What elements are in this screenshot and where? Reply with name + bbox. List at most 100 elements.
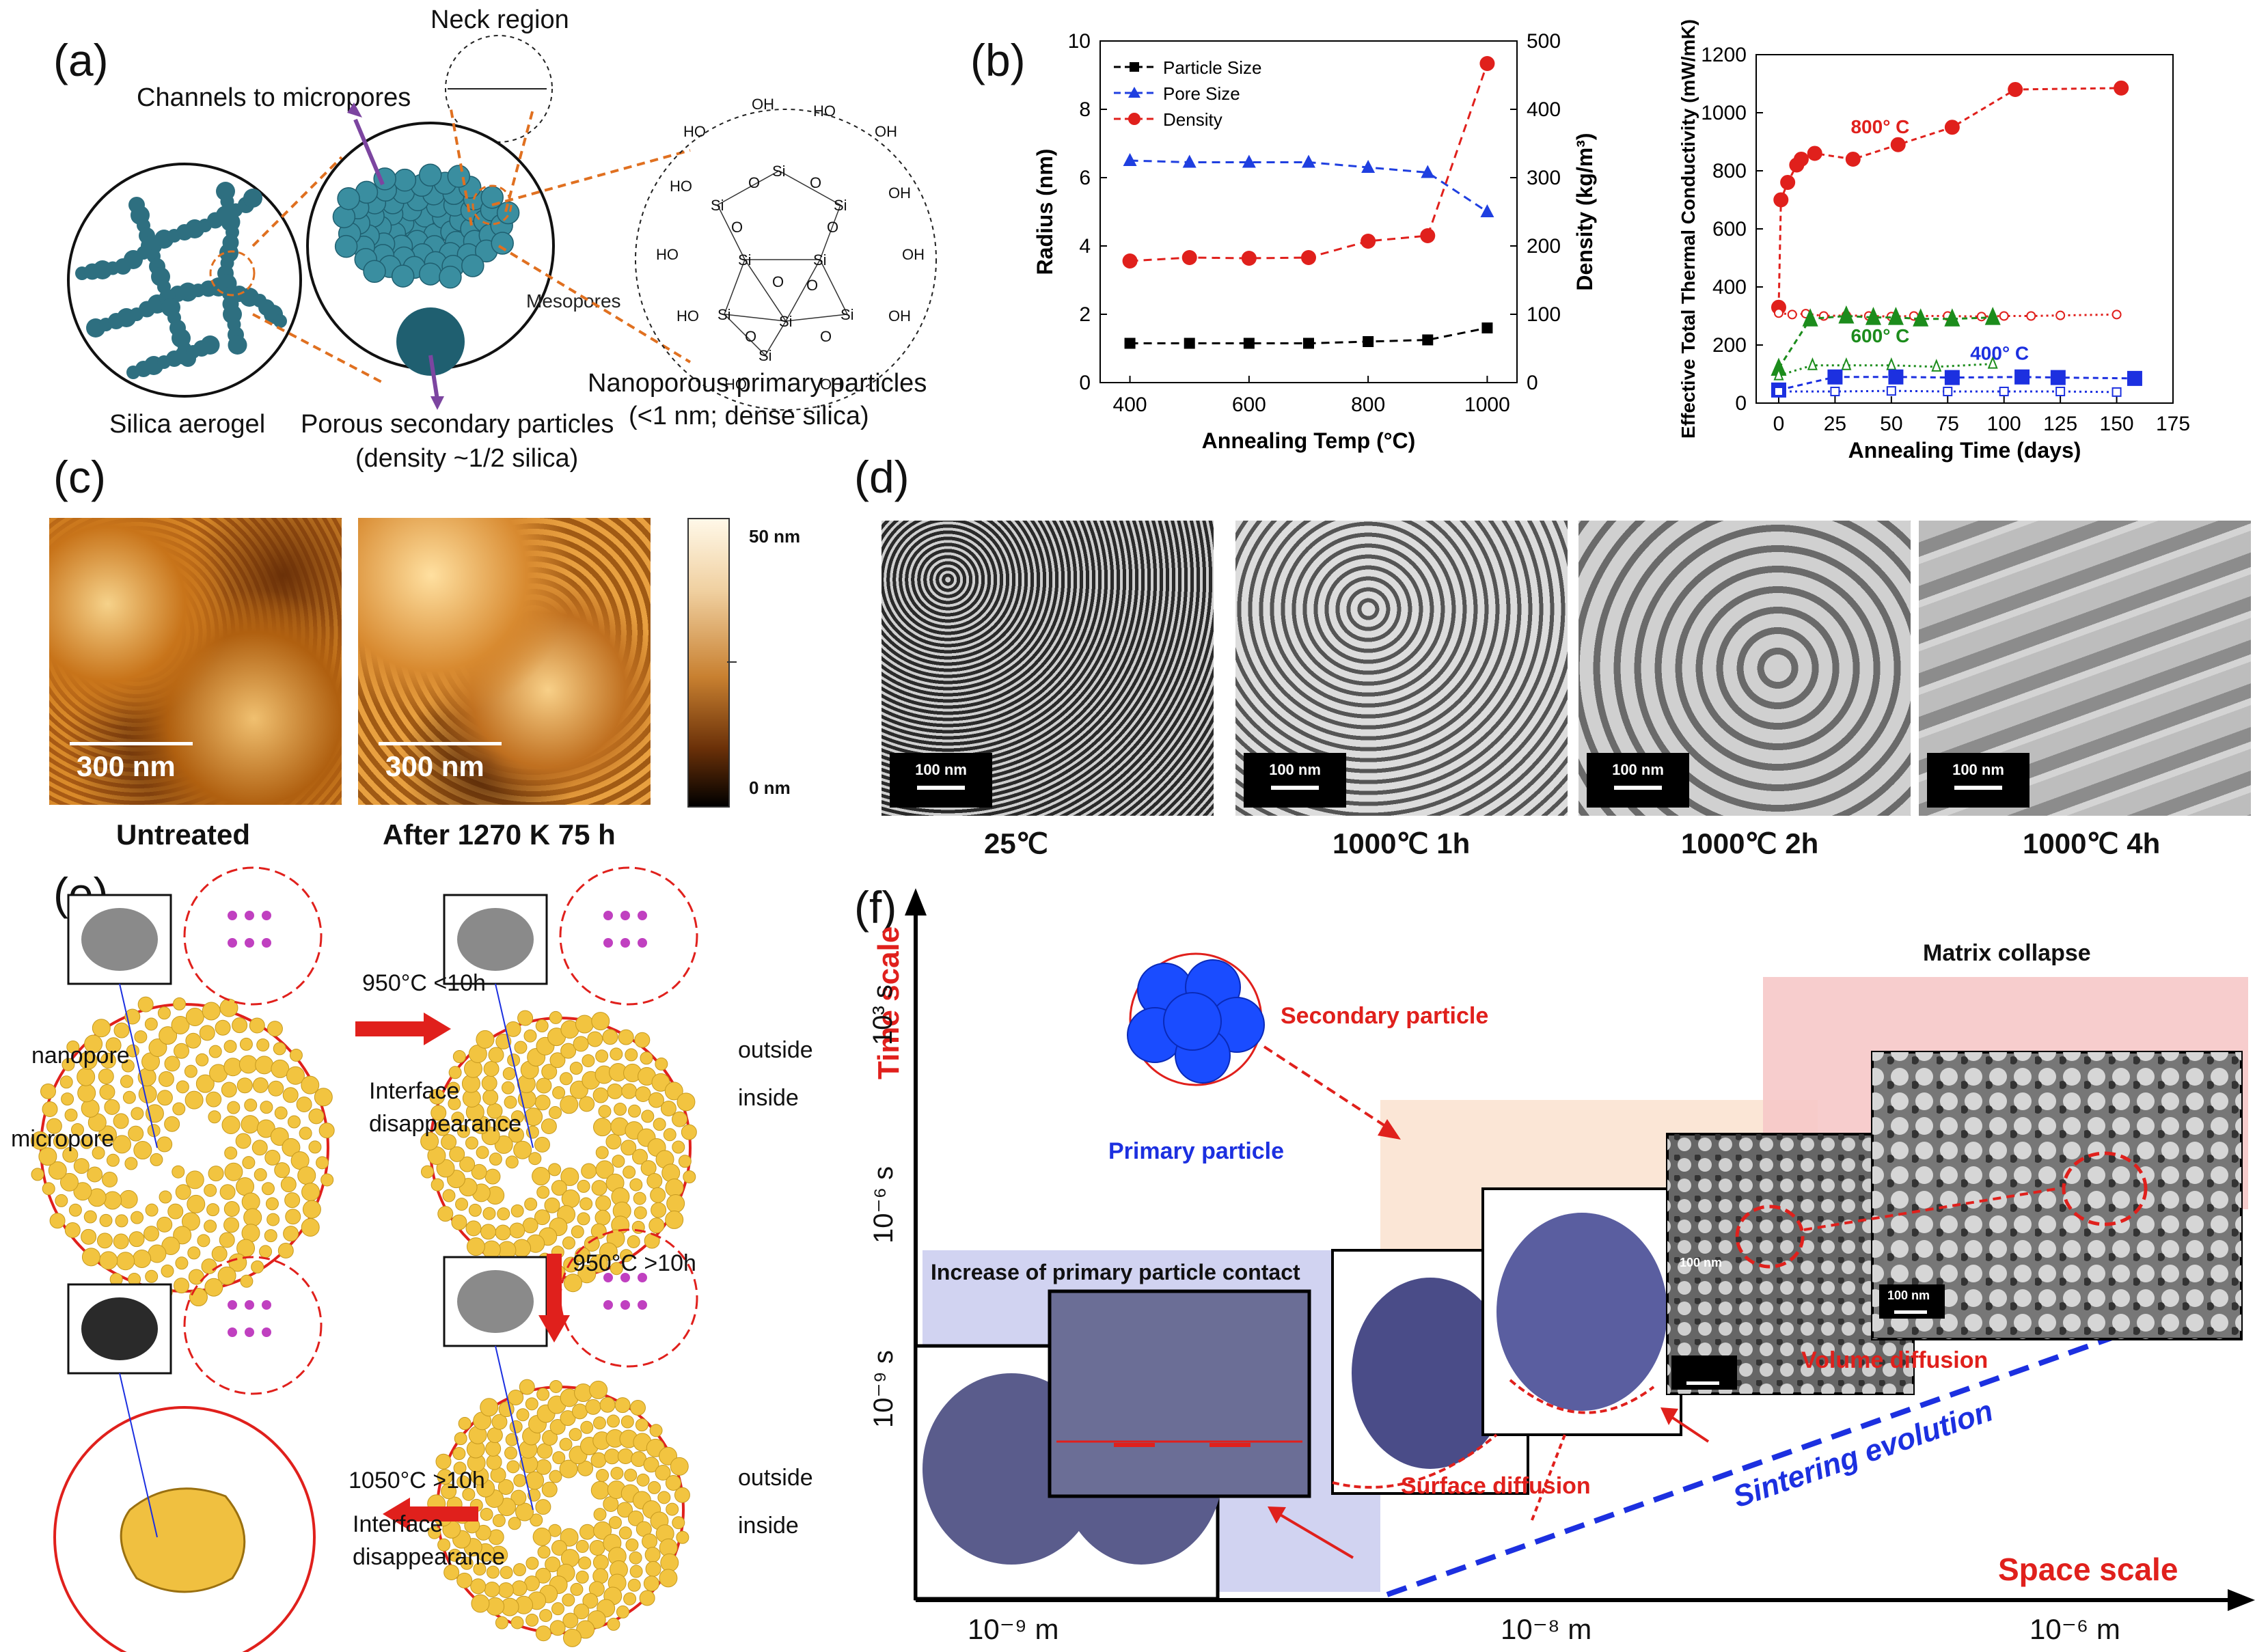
nanoparticle: [199, 1025, 215, 1041]
nanoparticle: [587, 1031, 603, 1047]
nanoparticle: [483, 1061, 500, 1077]
nanoparticle: [137, 996, 154, 1013]
nanoparticle: [536, 1077, 552, 1094]
nanoparticle: [223, 1040, 237, 1054]
nanoparticle: [84, 1034, 103, 1054]
nanoparticle: [271, 1059, 290, 1078]
nanoparticle: [105, 1037, 122, 1054]
plot-frame: [1755, 54, 2174, 404]
nanoparticle: [148, 1038, 167, 1058]
nanoparticle: [243, 1208, 262, 1227]
y2-tick-label: 0: [1527, 372, 1538, 394]
secondary-particle-label: Secondary particle: [1281, 1003, 1489, 1029]
nanoparticle: [113, 1135, 132, 1154]
nanoparticle: [471, 1594, 490, 1613]
nanoparticle: [501, 1081, 515, 1095]
nanoparticle: [64, 1222, 81, 1239]
x-tick-label: 50: [1880, 413, 1902, 435]
nanoparticle: [660, 1101, 676, 1117]
y-tick-label: 2: [1079, 303, 1091, 326]
nanoparticle: [591, 1180, 607, 1196]
nanoparticle: [579, 1096, 595, 1112]
nanoparticle: [578, 1556, 592, 1570]
nanoparticle: [634, 1032, 651, 1048]
data-point: [1944, 120, 1960, 135]
nanoparticle: [227, 1101, 241, 1114]
nanoparticle: [608, 1516, 622, 1530]
nanoparticle: [525, 1556, 539, 1570]
nanoparticle: [456, 1572, 473, 1588]
nanoparticle: [605, 1133, 622, 1150]
nanoparticle: [441, 1133, 457, 1150]
nanoparticle: [525, 1397, 538, 1411]
data-point: [2112, 309, 2122, 320]
nanoparticle: [607, 1083, 623, 1099]
nanoparticle: [625, 1538, 639, 1552]
nanoparticle: [286, 1066, 305, 1085]
nanoparticle: [636, 1473, 650, 1487]
molecule-node: [262, 938, 271, 948]
nanoparticle: [666, 1502, 679, 1516]
y-tick-label: 6: [1079, 167, 1091, 189]
nanoparticle: [164, 1116, 180, 1132]
molecule-node: [245, 1327, 254, 1337]
data-point: [1361, 160, 1376, 173]
nanoparticle: [430, 1105, 447, 1121]
nanoparticle: [549, 1620, 566, 1636]
nanoparticle: [616, 1605, 629, 1619]
nanoparticle: [437, 1538, 451, 1552]
data-point: [1481, 322, 1493, 333]
nanoparticle: [589, 1254, 608, 1273]
y-axis-label: Effective Total Thermal Conductivity (mW…: [1678, 19, 1699, 439]
nanoparticle: [497, 1582, 514, 1598]
nanoparticle: [211, 1245, 228, 1262]
nanoparticle: [185, 1170, 204, 1189]
nanoparticle: [549, 1470, 562, 1483]
nanoparticle: [620, 1249, 633, 1263]
nanoparticle: [670, 1457, 689, 1476]
nanoparticle: [618, 1526, 632, 1540]
nanoparticle: [113, 1233, 129, 1250]
secondary-particle-sphere: [447, 165, 471, 188]
nanoparticle: [30, 1131, 49, 1150]
nanoparticle: [49, 1213, 66, 1229]
nanoparticle: [264, 1229, 277, 1243]
nanoparticle: [208, 1110, 221, 1124]
plot-frame: [1099, 40, 1518, 383]
nanoparticle: [645, 1560, 661, 1577]
data-point: [1830, 387, 1840, 396]
nanoparticle: [549, 1105, 562, 1119]
nanoparticle: [524, 1197, 538, 1211]
nanoparticle: [121, 1059, 135, 1073]
nanoparticle: [577, 1212, 590, 1226]
data-point: [1361, 234, 1376, 249]
nanoparticle: [221, 1115, 241, 1134]
nanoparticle: [649, 1424, 663, 1437]
nanoparticle: [128, 1125, 144, 1142]
nanoparticle: [159, 1190, 172, 1204]
nanoparticle: [144, 1017, 158, 1031]
y2-tick-label: 300: [1527, 167, 1561, 189]
data-point: [1886, 386, 1896, 396]
nanoparticle: [607, 1414, 620, 1428]
nanoparticle: [195, 1074, 215, 1093]
data-point: [1241, 251, 1257, 266]
nanoparticle: [264, 1149, 281, 1166]
space-scale-label: Space scale: [1998, 1552, 2178, 1587]
oxygen-atom: O: [745, 328, 756, 345]
nanoparticle: [612, 1155, 625, 1168]
data-point: [1122, 253, 1138, 269]
nanoparticle: [548, 1524, 562, 1537]
nanoparticle: [582, 1054, 595, 1068]
data-point: [1242, 154, 1256, 168]
nanoparticle: [513, 1140, 532, 1159]
nanoparticle: [482, 1089, 499, 1105]
data-point: [1302, 154, 1315, 168]
nanoparticle: [106, 1153, 120, 1167]
data-point: [1787, 309, 1797, 320]
nanoparticle: [616, 1502, 633, 1518]
nanoparticle: [491, 1414, 508, 1430]
nanoparticle: [184, 1064, 197, 1078]
oxygen-atom: O: [772, 273, 784, 290]
